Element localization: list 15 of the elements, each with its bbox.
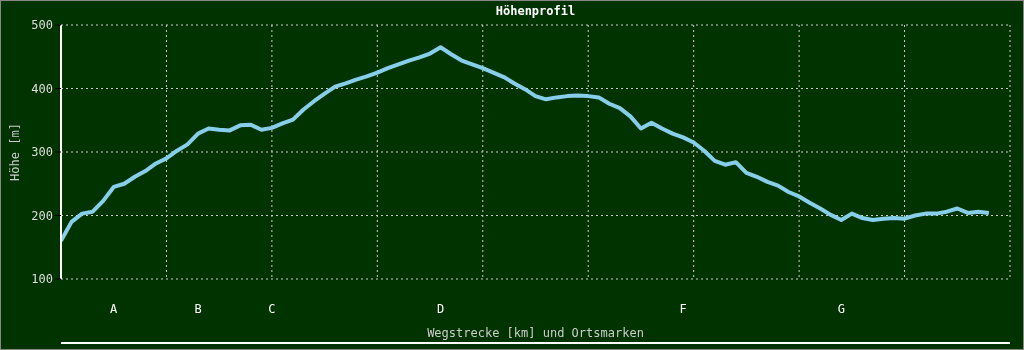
chart-title: Höhenprofil [494, 4, 577, 18]
x-tick-label: F [679, 302, 687, 316]
line-series [61, 45, 991, 243]
x-tick-label: B [194, 302, 202, 316]
x-tick-label: G [837, 302, 845, 316]
y-tick-label: 100 [31, 272, 53, 287]
y-tick-label: 400 [31, 81, 53, 96]
y-axis-title: Höhe [m] [8, 123, 23, 181]
x-tick-label: C [268, 302, 276, 316]
x-axis-title: Wegstrecke [km] und Ortsmarken [427, 326, 644, 340]
y-tick-label: 200 [31, 208, 53, 223]
x-tick-label: A [110, 302, 119, 316]
y-tick-label: 500 [31, 18, 53, 33]
y-tick-label: 300 [31, 145, 53, 160]
x-tick-label: D [436, 302, 445, 316]
